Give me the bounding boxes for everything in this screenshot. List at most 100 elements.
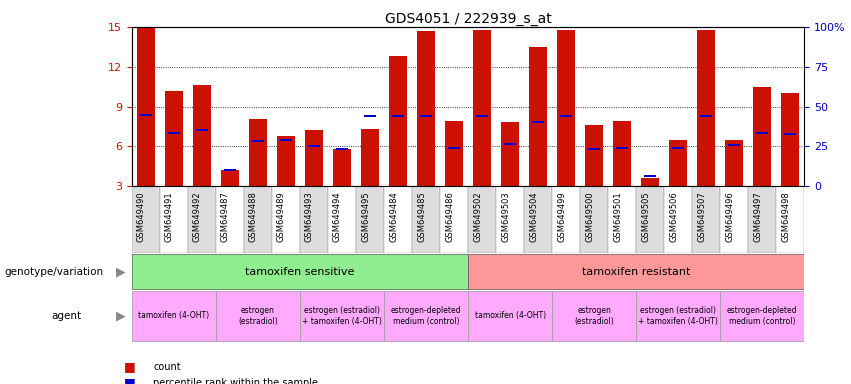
- Bar: [644, 175, 656, 177]
- Text: GSM649484: GSM649484: [389, 192, 398, 242]
- Bar: [468, 291, 552, 341]
- Text: ▶: ▶: [117, 265, 126, 278]
- Bar: [532, 121, 544, 124]
- Bar: [420, 115, 432, 117]
- Text: ▶: ▶: [117, 310, 126, 322]
- Text: GSM649506: GSM649506: [669, 192, 678, 242]
- Text: GSM649488: GSM649488: [249, 192, 258, 242]
- Bar: [529, 47, 547, 186]
- Bar: [193, 85, 211, 186]
- Text: estrogen (estradiol)
+ tamoxifen (4-OHT): estrogen (estradiol) + tamoxifen (4-OHT): [302, 306, 382, 326]
- Bar: [356, 186, 384, 253]
- Bar: [277, 136, 295, 186]
- Text: ■: ■: [123, 376, 135, 384]
- Bar: [328, 186, 356, 253]
- Bar: [248, 119, 267, 186]
- Bar: [672, 147, 684, 149]
- Text: GSM649496: GSM649496: [725, 192, 734, 242]
- Bar: [244, 186, 272, 253]
- Bar: [445, 121, 463, 186]
- Bar: [468, 254, 804, 289]
- Bar: [641, 178, 660, 186]
- Bar: [384, 291, 468, 341]
- Bar: [560, 115, 572, 117]
- Bar: [552, 186, 580, 253]
- Bar: [216, 291, 300, 341]
- Text: count: count: [153, 362, 180, 372]
- Text: estrogen-depleted
medium (control): estrogen-depleted medium (control): [391, 306, 461, 326]
- Bar: [785, 134, 796, 136]
- Bar: [308, 146, 320, 147]
- Bar: [588, 148, 600, 150]
- Bar: [557, 30, 575, 186]
- Bar: [361, 129, 379, 186]
- Bar: [616, 147, 628, 149]
- Bar: [757, 132, 768, 134]
- Bar: [585, 125, 603, 186]
- Text: GSM649505: GSM649505: [641, 192, 650, 242]
- Text: ■: ■: [123, 360, 135, 373]
- Bar: [132, 254, 468, 289]
- Text: GSM649490: GSM649490: [137, 192, 146, 242]
- Text: agent: agent: [51, 311, 81, 321]
- Text: estrogen
(estradiol): estrogen (estradiol): [574, 306, 614, 326]
- Text: GSM649489: GSM649489: [277, 192, 286, 242]
- Text: GSM649504: GSM649504: [529, 192, 538, 242]
- Bar: [468, 186, 496, 253]
- Text: estrogen (estradiol)
+ tamoxifen (4-OHT): estrogen (estradiol) + tamoxifen (4-OHT): [638, 306, 718, 326]
- Text: tamoxifen sensitive: tamoxifen sensitive: [245, 266, 355, 277]
- Bar: [664, 186, 692, 253]
- Bar: [333, 149, 351, 186]
- Text: GSM649491: GSM649491: [165, 192, 174, 242]
- Bar: [440, 186, 468, 253]
- Bar: [608, 186, 636, 253]
- Text: GSM649507: GSM649507: [697, 192, 706, 242]
- Bar: [417, 31, 435, 186]
- Bar: [392, 115, 404, 117]
- Bar: [160, 186, 188, 253]
- Bar: [132, 291, 216, 341]
- Bar: [252, 140, 264, 142]
- Text: GSM649485: GSM649485: [417, 192, 426, 242]
- Bar: [692, 186, 720, 253]
- Text: GSM649503: GSM649503: [501, 192, 510, 242]
- Bar: [720, 186, 748, 253]
- Bar: [168, 132, 180, 134]
- Text: GSM649495: GSM649495: [361, 192, 370, 242]
- Text: GSM649493: GSM649493: [305, 192, 314, 242]
- Bar: [305, 131, 323, 186]
- Text: tamoxifen resistant: tamoxifen resistant: [582, 266, 690, 277]
- Bar: [781, 93, 799, 186]
- Bar: [132, 186, 160, 253]
- Title: GDS4051 / 222939_s_at: GDS4051 / 222939_s_at: [385, 12, 551, 26]
- Bar: [137, 27, 155, 186]
- Bar: [272, 186, 300, 253]
- Bar: [636, 186, 664, 253]
- Bar: [636, 291, 720, 341]
- Bar: [364, 115, 376, 117]
- Bar: [613, 121, 631, 186]
- Bar: [776, 186, 804, 253]
- Bar: [384, 186, 412, 253]
- Text: estrogen
(estradiol): estrogen (estradiol): [238, 306, 277, 326]
- Bar: [501, 122, 519, 186]
- Text: genotype/variation: genotype/variation: [4, 266, 103, 277]
- Text: percentile rank within the sample: percentile rank within the sample: [153, 378, 318, 384]
- Bar: [748, 186, 776, 253]
- Bar: [496, 186, 524, 253]
- Bar: [389, 56, 407, 186]
- Bar: [580, 186, 608, 253]
- Text: GSM649486: GSM649486: [445, 192, 454, 242]
- Bar: [165, 91, 183, 186]
- Bar: [720, 291, 804, 341]
- Bar: [725, 140, 743, 186]
- Text: estrogen-depleted
medium (control): estrogen-depleted medium (control): [727, 306, 797, 326]
- Text: GSM649499: GSM649499: [557, 192, 566, 242]
- Bar: [669, 140, 688, 186]
- Bar: [552, 291, 636, 341]
- Bar: [221, 170, 239, 186]
- Bar: [753, 87, 771, 186]
- Bar: [728, 144, 740, 146]
- Bar: [140, 114, 151, 116]
- Bar: [504, 143, 516, 145]
